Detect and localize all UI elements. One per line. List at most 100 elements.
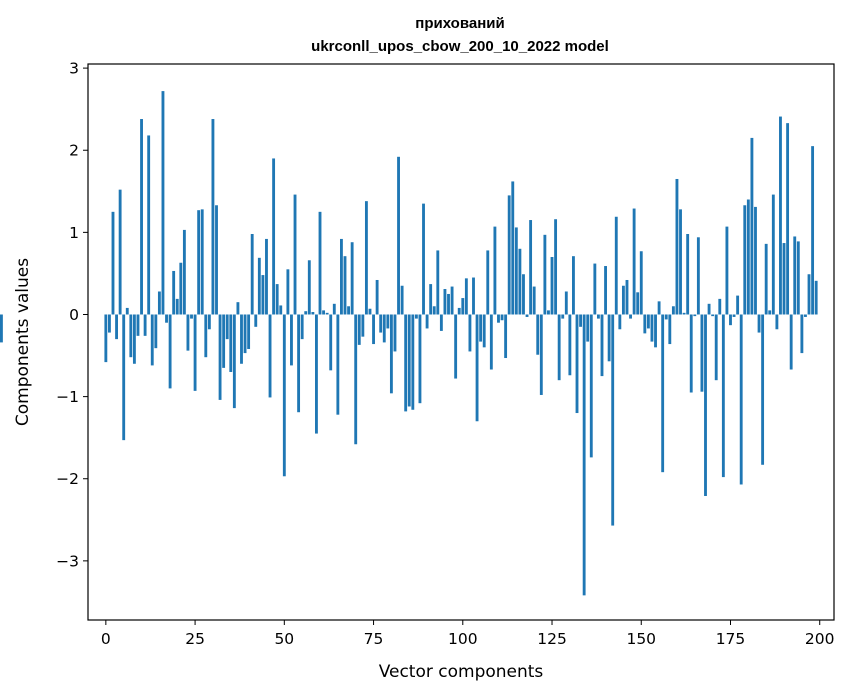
bar: [757, 314, 761, 333]
bar: [168, 314, 172, 389]
bar: [779, 116, 782, 315]
bar: [0, 314, 3, 343]
bar: [707, 303, 711, 315]
bar: [311, 312, 315, 315]
bar: [115, 314, 118, 340]
bar: [729, 314, 732, 326]
bar: [186, 314, 190, 351]
bar: [811, 146, 815, 315]
bar: [807, 274, 811, 315]
bar: [489, 314, 493, 370]
bar: [539, 314, 543, 395]
bar: [514, 227, 518, 315]
bar: [343, 256, 347, 315]
bar-series: [0, 91, 818, 596]
bar: [646, 314, 650, 329]
bar: [382, 314, 386, 343]
bar: [575, 314, 579, 414]
bar: [222, 314, 226, 368]
bar: [193, 314, 197, 391]
bar: [793, 236, 797, 315]
bar: [454, 314, 458, 379]
bar: [579, 314, 583, 327]
bar: [247, 314, 251, 349]
bar: [593, 263, 597, 315]
bar: [154, 314, 158, 349]
bar: [686, 234, 690, 315]
bar: [272, 158, 276, 315]
bar: [732, 314, 736, 317]
y-tick-label: 2: [69, 142, 79, 160]
bar: [332, 303, 336, 315]
bar: [107, 314, 111, 333]
bar: [572, 256, 575, 315]
bar: [257, 257, 261, 315]
bar: [768, 310, 772, 315]
bar: [304, 311, 308, 315]
bar: [418, 314, 422, 404]
bar: [582, 314, 586, 596]
bar: [140, 119, 143, 315]
bar: [532, 286, 536, 315]
bar: [618, 314, 622, 330]
bar: [689, 314, 693, 393]
bar: [600, 314, 604, 377]
bar: [439, 314, 443, 331]
bar: [307, 260, 311, 315]
bar: [721, 314, 725, 478]
x-tick-label: 100: [448, 630, 478, 648]
bar: [165, 314, 168, 323]
bar: [596, 314, 600, 319]
bar: [718, 298, 722, 315]
bar: [211, 119, 215, 315]
y-tick-label: −1: [56, 388, 79, 406]
bar: [175, 298, 179, 315]
chart-title-line2: ukrconll_upos_cbow_200_10_2022 model: [311, 38, 609, 55]
bar: [179, 262, 183, 315]
bar: [504, 314, 508, 359]
x-tick-label: 125: [537, 630, 567, 648]
bar: [629, 314, 632, 319]
bar: [782, 243, 786, 315]
bar: [293, 194, 297, 315]
bar: [232, 314, 236, 409]
bar: [215, 205, 218, 315]
bar: [668, 314, 672, 345]
bar: [625, 279, 629, 315]
bar: [800, 314, 804, 354]
bar: [586, 314, 590, 342]
bar: [111, 211, 115, 315]
bar: [318, 211, 322, 315]
bar: [657, 301, 661, 315]
bar: [543, 234, 547, 315]
bar: [265, 238, 268, 315]
bar: [414, 314, 418, 319]
bar: [243, 314, 247, 354]
bar: [218, 314, 222, 400]
x-tick-label: 25: [185, 630, 205, 648]
x-axis-label: Vector components: [379, 662, 544, 682]
bar: [279, 305, 283, 315]
bar: [336, 314, 340, 415]
bar: [422, 203, 425, 315]
bar: [429, 284, 433, 315]
bar: [479, 314, 483, 342]
bar: [354, 314, 358, 445]
bar: [679, 209, 682, 315]
bar: [511, 181, 515, 315]
bar: [736, 295, 740, 315]
bar: [493, 226, 497, 315]
bar: [190, 314, 193, 319]
bar: [275, 284, 279, 315]
bar: [696, 237, 700, 315]
bar: [357, 314, 361, 345]
bar: [554, 219, 558, 315]
bar: [411, 314, 415, 410]
bar: [329, 314, 333, 371]
bar: [650, 314, 654, 342]
bar: [457, 307, 461, 315]
bar: [547, 310, 550, 315]
bar: [536, 314, 540, 355]
bar: [714, 314, 718, 381]
bar: [564, 291, 568, 315]
